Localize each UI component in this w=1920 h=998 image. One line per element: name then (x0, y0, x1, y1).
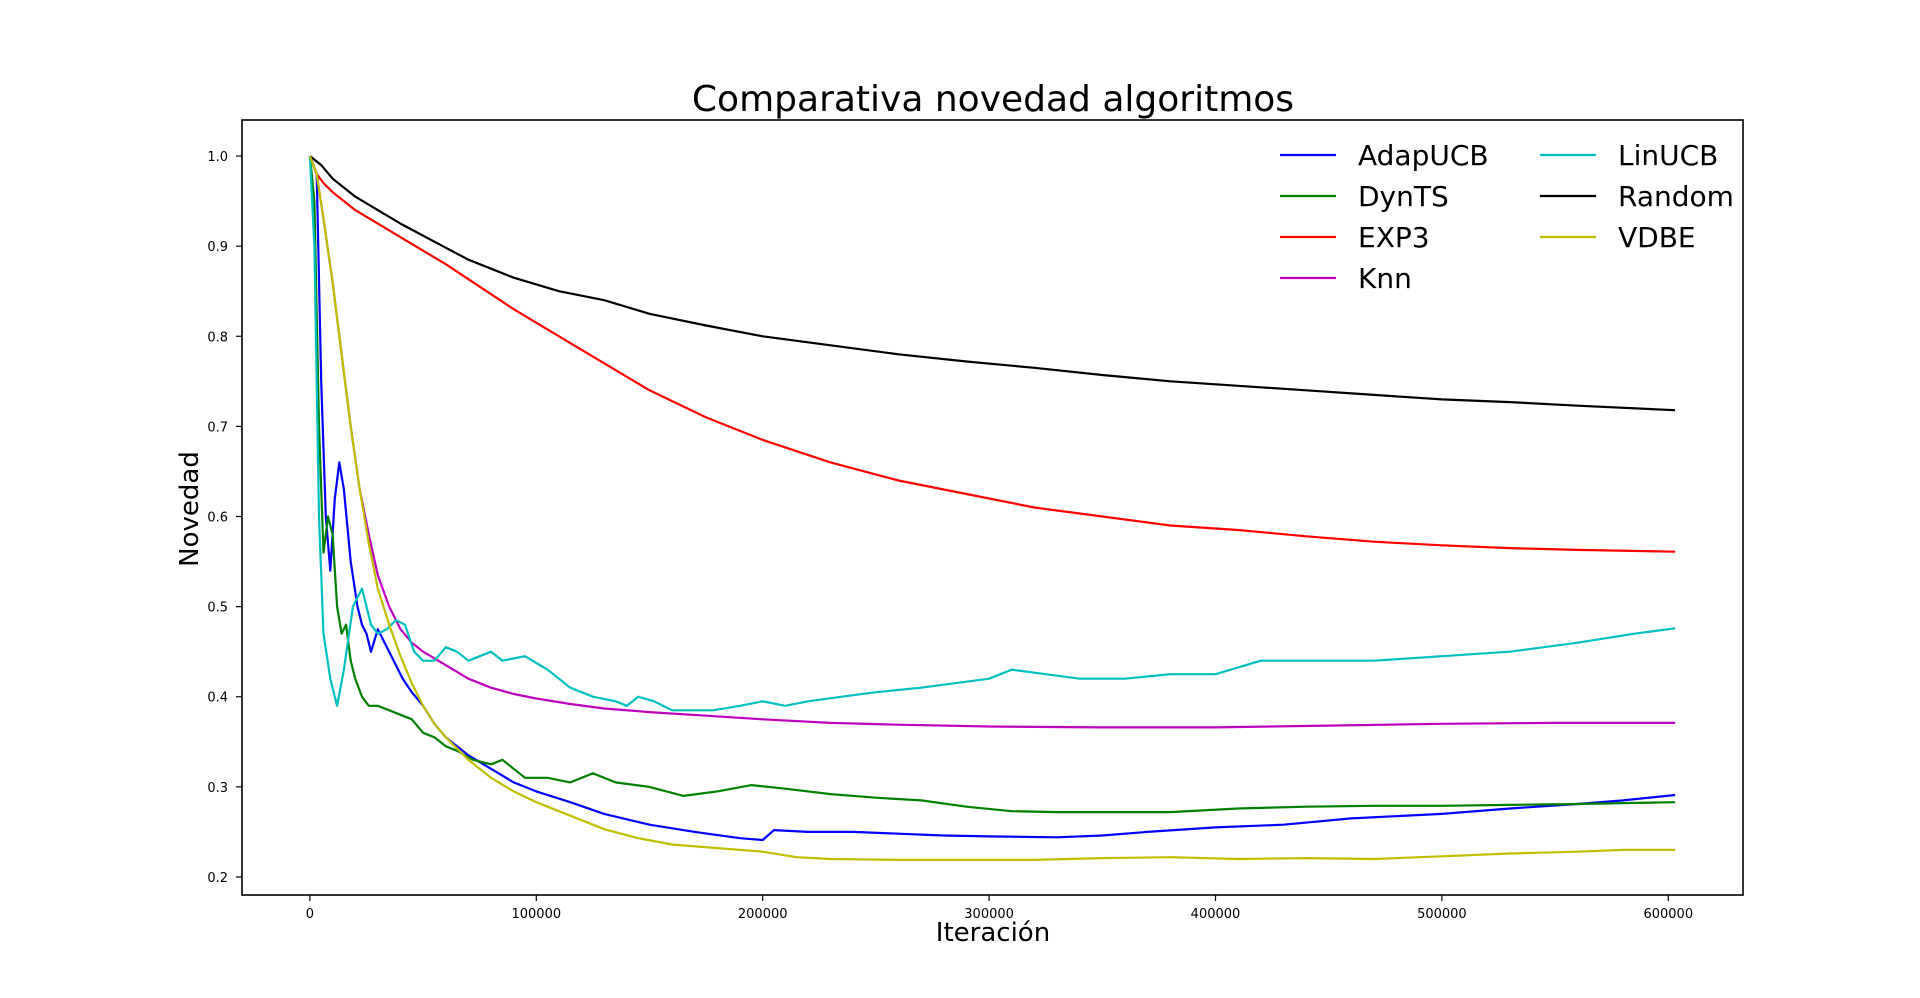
legend-label: AdapUCB (1358, 139, 1489, 172)
legend-label: LinUCB (1618, 139, 1718, 172)
legend-item-exp3: EXP3 (1280, 221, 1430, 254)
y-tick-label: 1.0 (207, 150, 228, 165)
y-tick-label: 0.4 (207, 691, 228, 706)
legend-item-adapucb: AdapUCB (1280, 139, 1489, 172)
x-tick-label: 300000 (964, 907, 1014, 922)
y-tick-label: 0.6 (207, 511, 228, 526)
x-tick-label: 200000 (738, 907, 788, 922)
legend-label: EXP3 (1358, 221, 1430, 254)
y-tick-label: 0.7 (207, 420, 228, 435)
y-tick-label: 0.5 (207, 601, 228, 616)
series-line-vdbe (308, 155, 1676, 861)
legend-label: Knn (1358, 262, 1412, 295)
x-tick-label: 400000 (1191, 907, 1241, 922)
legend-item-knn: Knn (1280, 262, 1412, 295)
series-line-random (309, 155, 1676, 412)
x-tick-label: 500000 (1417, 907, 1467, 922)
x-axis-label: Iteración (936, 918, 1050, 948)
legend-label: Random (1618, 180, 1734, 213)
x-tick-label: 100000 (511, 907, 561, 922)
y-tick-label: 0.3 (207, 781, 228, 796)
chart-title: Comparativa novedad algoritmos (692, 79, 1294, 120)
series-line-adapucb (308, 155, 1676, 842)
legend-item-vdbe: VDBE (1540, 221, 1696, 254)
legend: AdapUCB DynTS EXP3 Knn LinUCB Random VDBE (1280, 139, 1734, 295)
legend-item-linucb: LinUCB (1540, 139, 1718, 172)
x-tick-label: 600000 (1643, 907, 1693, 922)
lines-layer (308, 155, 1676, 861)
series-line-dynts (308, 155, 1676, 814)
legend-label: VDBE (1618, 221, 1696, 254)
x-tick-label: 0 (306, 907, 314, 922)
series-line-linucb (308, 155, 1676, 712)
series-line-knn (308, 155, 1676, 729)
ticks-layer: 0 100000 200000 300000 400000 500000 600000 0.2… (207, 150, 1693, 922)
y-tick-label: 0.2 (207, 871, 228, 886)
legend-item-random: Random (1540, 180, 1734, 213)
plot-frame (241, 119, 1744, 896)
series-line-exp3 (308, 155, 1676, 553)
y-axis-label: Novedad (175, 451, 205, 567)
legend-label: DynTS (1358, 180, 1449, 213)
legend-item-dynts: DynTS (1280, 180, 1449, 213)
y-tick-label: 0.9 (207, 240, 228, 255)
y-tick-label: 0.8 (207, 330, 228, 345)
